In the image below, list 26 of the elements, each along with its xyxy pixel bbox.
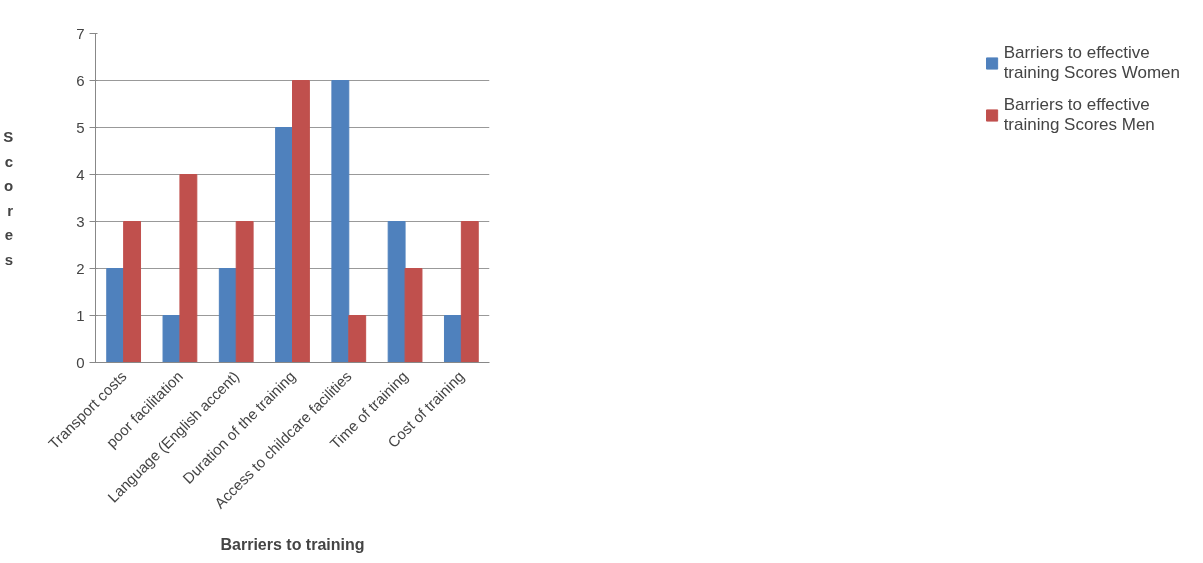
y-tick-label: 1 — [76, 306, 85, 324]
y-tick-label: 3 — [76, 212, 85, 230]
x-axis-title: Barriers to training — [220, 535, 365, 553]
y-tick-label: 6 — [76, 71, 85, 89]
legend-label: Barriers to effective training Scores Women — [1003, 43, 1180, 83]
y-tick-label: 4 — [76, 165, 85, 183]
bar — [404, 268, 423, 363]
bar — [218, 268, 237, 363]
bar — [387, 221, 406, 363]
y-tick-label: 7 — [76, 24, 85, 42]
y-axis-title: Scores — [3, 127, 14, 269]
bar — [348, 315, 367, 363]
y-tick-label: 2 — [76, 259, 85, 277]
bar — [443, 315, 462, 363]
y-tick-label: 0 — [76, 353, 85, 371]
y-tick-label: 5 — [76, 118, 85, 136]
bar — [106, 268, 125, 363]
bar — [123, 221, 142, 363]
bar — [292, 80, 310, 363]
bar — [331, 80, 350, 363]
bar — [275, 127, 293, 363]
legend-label: Barriers to effective training Scores Men — [1003, 95, 1155, 135]
bar — [460, 221, 479, 363]
bar — [162, 315, 181, 363]
bar — [179, 174, 198, 363]
bar — [235, 221, 254, 363]
